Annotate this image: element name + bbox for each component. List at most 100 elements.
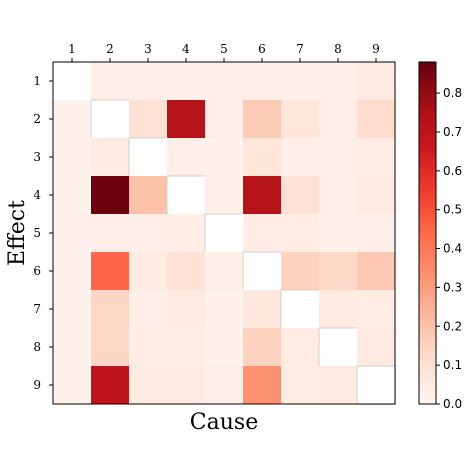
heatmap-cell [243,62,282,101]
heatmap-cell [129,100,168,139]
heatmap-cell [53,366,92,405]
colorbar-tick-label: 0.0 [443,397,462,411]
colorbar-tick-label: 0.5 [443,203,462,217]
heatmap-cell-diagonal [52,61,92,101]
heatmap-cell [91,214,130,253]
y-tick-label: 2 [33,112,41,126]
y-tick-label: 5 [33,226,41,240]
heatmap-cell [167,100,206,139]
x-tick-label: 3 [144,42,152,56]
y-axis-ticks: 1 2 3 4 5 6 7 8 9 [33,74,53,392]
x-axis-label: Cause [190,410,258,435]
colorbar [418,61,437,405]
x-tick-label: 8 [334,42,342,56]
heatmap-cell [53,138,92,177]
heatmap-cell [129,252,168,291]
heatmap-cell [281,328,320,367]
colorbar-tick-label: 0.8 [443,86,462,100]
heatmap-cell [91,290,130,329]
heatmap-cell [129,62,168,101]
heatmap-cell-diagonal [128,137,168,177]
heatmap-cell [129,366,168,405]
heatmap-cell [357,176,396,215]
y-tick-label: 8 [33,340,41,354]
heatmap-cell [243,100,282,139]
colorbar-ticks: 0.0 0.1 0.2 0.3 0.4 0.5 0.6 0.7 0.8 [436,86,462,411]
heatmap-cells [52,61,396,405]
heatmap-cell [319,100,358,139]
heatmap-cell [167,138,206,177]
colorbar-tick-label: 0.2 [443,319,462,333]
heatmap-cell [357,328,396,367]
x-tick-label: 5 [220,42,228,56]
heatmap-cell [243,138,282,177]
heatmap-cell-diagonal [242,251,282,291]
heatmap-cell [167,328,206,367]
heatmap-cell-diagonal [204,213,244,253]
x-tick-label: 4 [182,42,190,56]
colorbar-tick-label: 0.1 [443,358,462,372]
heatmap-cell [53,290,92,329]
heatmap-cell [167,214,206,253]
heatmap-cell [281,100,320,139]
heatmap-cell [319,214,358,253]
heatmap-cell-diagonal [166,175,206,215]
y-axis-label: Effect [5,200,30,266]
colorbar-tick-label: 0.3 [443,280,462,294]
colorbar-tick-label: 0.7 [443,125,462,139]
heatmap-cell [91,252,130,291]
heatmap-cell [281,252,320,291]
y-tick-label: 4 [33,188,41,202]
heatmap-cell [319,62,358,101]
heatmap-cell [205,328,244,367]
heatmap-cell [205,138,244,177]
heatmap-cell [205,290,244,329]
heatmap-cell [91,176,130,215]
x-tick-label: 6 [258,42,266,56]
x-tick-label: 7 [296,42,304,56]
heatmap-cell [319,252,358,291]
heatmap-cell [53,100,92,139]
heatmap-cell [319,366,358,405]
y-tick-label: 7 [33,302,41,316]
heatmap-cell [281,176,320,215]
heatmap-cell [91,328,130,367]
heatmap-cell [319,138,358,177]
heatmap-cell [129,214,168,253]
heatmap-cell [357,62,396,101]
heatmap-cell [205,62,244,101]
colorbar-tick-label: 0.4 [443,242,462,256]
y-tick-label: 3 [33,150,41,164]
heatmap-cell [243,176,282,215]
heatmap-cell [167,62,206,101]
heatmap-cell [167,290,206,329]
heatmap-cell [281,62,320,101]
x-tick-label: 2 [106,42,114,56]
heatmap-cell [91,366,130,405]
heatmap-cell-diagonal [318,327,358,367]
heatmap-cell [91,62,130,101]
heatmap-cell-diagonal [90,99,130,139]
heatmap-cell-diagonal [356,365,396,405]
heatmap-cell [53,328,92,367]
heatmap-cell [357,252,396,291]
heatmap-cell [129,328,168,367]
heatmap-cell [167,252,206,291]
y-tick-label: 1 [33,74,41,88]
heatmap-cell [357,290,396,329]
heatmap-cell [243,366,282,405]
heatmap-cell [243,290,282,329]
heatmap-cell [167,366,206,405]
heatmap-cell [129,290,168,329]
heatmap-cell [53,214,92,253]
x-tick-label: 9 [372,42,380,56]
x-tick-label: 1 [68,42,76,56]
heatmap-cell [243,328,282,367]
y-tick-label: 6 [33,264,41,278]
heatmap-cell [205,252,244,291]
x-axis-ticks: 1 2 3 4 5 6 7 8 9 [68,42,380,62]
heatmap-cell [53,176,92,215]
heatmap-cell [319,290,358,329]
heatmap-cell [243,214,282,253]
